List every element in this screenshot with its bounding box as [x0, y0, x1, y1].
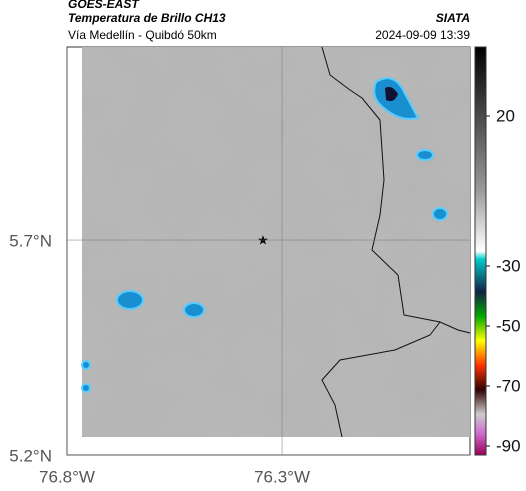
- colorbar-label: -90: [496, 436, 521, 455]
- colorbar-label: -70: [496, 376, 521, 395]
- colorbar-label: 20: [496, 106, 515, 125]
- lon-label: 76.3°W: [254, 467, 310, 486]
- product: Temperatura de Brillo CH13: [68, 11, 226, 25]
- colorbar-label: -50: [496, 316, 521, 335]
- lat-label: 5.2°N: [9, 446, 52, 465]
- colorbar-label: -30: [496, 256, 521, 275]
- colorbar: [474, 46, 487, 456]
- datetime: 2024-09-09 13:39: [375, 28, 470, 42]
- satellite: GOES-EAST: [68, 0, 140, 11]
- region: Vía Medellín - Quibdó 50km: [68, 28, 217, 42]
- lon-label: 76.8°W: [39, 467, 95, 486]
- borders: [321, 46, 471, 438]
- source: SIATA: [436, 11, 470, 25]
- imagery: [81, 47, 470, 437]
- lat-label: 5.7°N: [9, 232, 52, 251]
